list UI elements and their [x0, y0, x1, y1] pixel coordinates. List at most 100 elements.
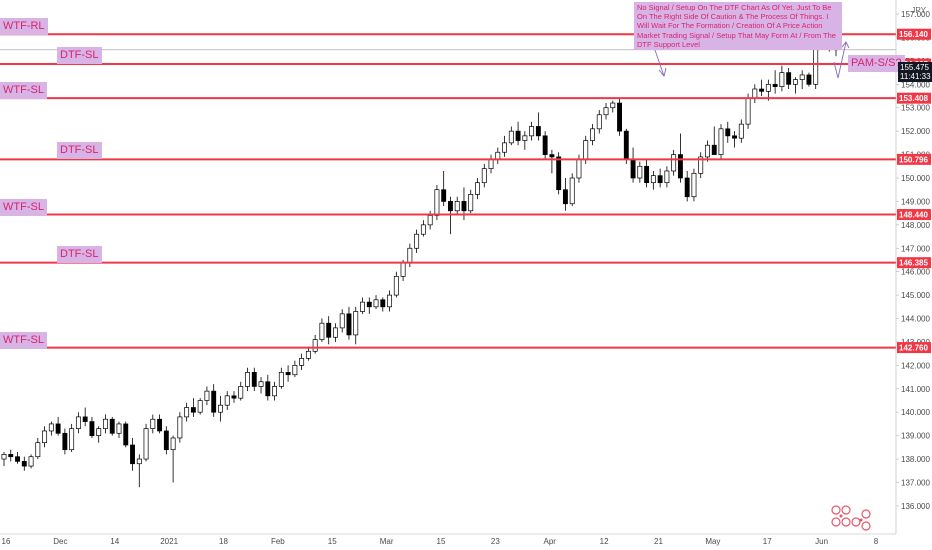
- time-tick-label: 17: [763, 537, 772, 546]
- candle-down: [346, 313, 352, 336]
- price-tick-label: 138.000: [901, 455, 930, 464]
- zone-label: WTF-SL: [0, 198, 47, 216]
- candle-down: [447, 201, 453, 212]
- candle-up: [150, 418, 156, 429]
- candle-down: [82, 416, 88, 422]
- time-tick-label: Jun: [815, 537, 828, 546]
- zone-label: WTF-RL: [0, 18, 48, 36]
- candle-up: [299, 357, 305, 366]
- candle-up: [339, 313, 345, 329]
- candle-up: [218, 404, 223, 413]
- candle-up: [596, 114, 602, 130]
- candle-up: [387, 294, 393, 308]
- candle-down: [786, 72, 792, 85]
- time-tick-label: 8: [874, 537, 879, 546]
- candle-up: [204, 390, 210, 401]
- candle-down: [806, 74, 812, 85]
- candle-down: [265, 381, 271, 397]
- price-tick-label: 146.000: [901, 268, 930, 277]
- time-tick-label: Dec: [53, 537, 67, 546]
- price-tick-label: 136.000: [901, 502, 930, 511]
- candles: [1, 30, 839, 488]
- candle-down: [380, 299, 386, 308]
- candle-down: [772, 83, 778, 88]
- candle-down: [623, 130, 629, 160]
- candle-up: [779, 72, 785, 88]
- last-price-tag: 155.475 11:41:33: [898, 62, 932, 82]
- candle-down: [759, 88, 765, 92]
- candle-up: [522, 135, 528, 141]
- candle-up: [481, 168, 487, 184]
- candle-up: [360, 301, 365, 312]
- candle-up: [96, 428, 102, 436]
- time-axis[interactable]: 16 Dec 14 2021 18 Feb 15 Mar 15 23 Apr 12 21 May 17 Jun…: [0, 533, 896, 546]
- price-tick-label: 142.000: [901, 361, 930, 370]
- candle-up: [272, 386, 278, 397]
- candle-down: [677, 154, 683, 179]
- candle-up: [136, 458, 142, 465]
- candle-down: [515, 130, 521, 141]
- candle-up: [765, 83, 771, 92]
- candle-down: [62, 432, 68, 451]
- price-tick-label: 154.000: [901, 80, 930, 89]
- time-tick-label: Apr: [544, 537, 557, 546]
- candle-down: [630, 158, 636, 179]
- candle-up: [1, 454, 7, 460]
- last-price-value: 155.475: [900, 63, 929, 72]
- candle-up: [603, 107, 609, 116]
- level-price-text: 148.440: [899, 211, 928, 220]
- price-tick-label: 139.000: [901, 432, 930, 441]
- candle-up: [292, 365, 298, 376]
- candle-down: [89, 421, 95, 436]
- candle-up: [143, 428, 149, 460]
- candle-up: [569, 177, 575, 205]
- candle-up: [414, 233, 420, 249]
- price-tick-label: 153.000: [901, 104, 930, 113]
- candle-up: [305, 350, 311, 359]
- candle-up: [691, 172, 697, 198]
- time-tick-label: 16: [2, 537, 11, 546]
- candle-up: [28, 456, 34, 467]
- price-tick-label: 152.000: [901, 127, 930, 136]
- candle-up: [495, 151, 501, 160]
- price-axis[interactable]: 136.000 137.000 138.000 139.000 140.000 141.0…: [895, 0, 932, 550]
- time-tick-label: 14: [110, 537, 119, 546]
- candle-up: [738, 123, 744, 139]
- candle-up: [373, 299, 379, 308]
- candle-up: [671, 154, 677, 172]
- candle-down: [732, 135, 737, 139]
- candle-up: [420, 224, 426, 235]
- price-tick-label: 157.000: [901, 10, 930, 19]
- candle-down: [211, 390, 217, 413]
- candle-down: [109, 418, 115, 434]
- candle-up: [468, 194, 474, 212]
- zone-label: DTF-SL: [57, 142, 102, 160]
- candle-down: [15, 456, 20, 462]
- price-tick-label: 145.000: [901, 291, 930, 300]
- candle-up: [69, 428, 75, 451]
- currency-label: JPY: [911, 6, 926, 15]
- level-price-tag: [897, 28, 931, 40]
- candle-up: [718, 128, 724, 155]
- level-price-text: 146.385: [899, 259, 928, 268]
- candle-up: [319, 322, 325, 340]
- candle-up: [454, 201, 460, 212]
- candle-up: [278, 372, 284, 387]
- price-tick-label: 150.000: [901, 174, 930, 183]
- candle-up: [245, 372, 250, 387]
- level-price-text: 156.140: [899, 30, 928, 39]
- time-tick-label: 15: [437, 537, 446, 546]
- candle-up: [170, 437, 176, 451]
- zone-label: WTF-SL: [0, 82, 47, 100]
- candle-down: [711, 144, 717, 155]
- candle-up: [610, 102, 616, 109]
- candle-up: [590, 128, 595, 141]
- candle-down: [163, 430, 169, 451]
- time-tick-label: 21: [654, 537, 663, 546]
- candle-down: [326, 322, 332, 338]
- candle-down: [231, 395, 237, 399]
- price-tick-label: 148.000: [901, 221, 930, 230]
- candle-up: [35, 442, 41, 458]
